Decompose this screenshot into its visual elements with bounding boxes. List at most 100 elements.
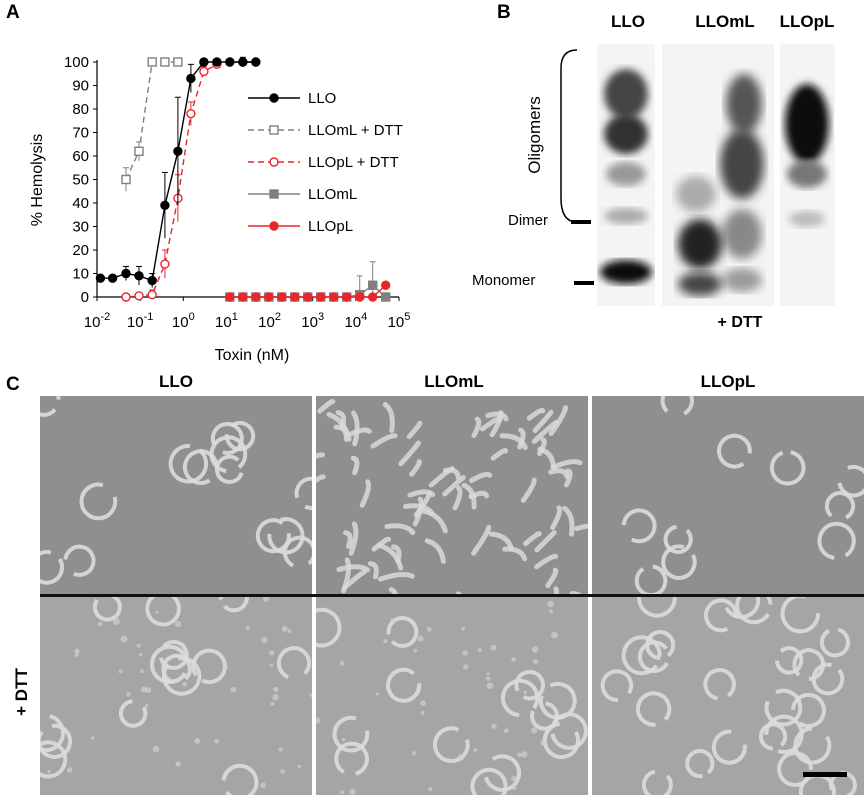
pore-ring [40, 714, 65, 753]
debris-particle [97, 621, 103, 627]
chart-series-layer [95, 56, 391, 302]
pore-ring [40, 740, 68, 779]
pore-arc [348, 521, 359, 556]
pore-ring [432, 726, 470, 764]
legend-entry: LLO [248, 90, 336, 107]
data-point [134, 271, 144, 281]
pore-ring [386, 616, 419, 648]
em-image-llomL [316, 396, 588, 594]
pore-arc [517, 427, 526, 450]
debris-particle [66, 767, 73, 773]
pore-arc [461, 482, 477, 510]
legend-marker [269, 125, 279, 135]
y-tick-label: 50 [72, 172, 89, 189]
debris-particle [349, 788, 356, 795]
monomer-label: Monomer [472, 272, 536, 289]
debris-particle [175, 761, 181, 767]
pore-ring [221, 763, 259, 795]
pore-arc [351, 410, 360, 447]
debris-particle [287, 629, 292, 633]
debris-particle [269, 650, 275, 656]
pore-ring [764, 688, 803, 727]
blot-bands-llo [600, 69, 652, 284]
debris-particle [278, 747, 283, 752]
pore-arc [409, 459, 422, 477]
pore-ring [218, 597, 249, 613]
legend-marker [269, 93, 279, 103]
pore-ring [685, 749, 715, 779]
legend-label: LLOpL [308, 218, 353, 235]
data-point [355, 292, 365, 302]
pore-arc [499, 433, 528, 450]
em-row-divider [40, 594, 864, 597]
data-point [251, 292, 261, 302]
pore-arc [406, 420, 423, 440]
pore-ring [660, 396, 694, 416]
pore-arc [407, 489, 436, 498]
debris-particle [113, 618, 120, 625]
data-point [134, 146, 144, 157]
em-image-llopl-dtt [592, 597, 864, 795]
oligomers-label: Oligomers [525, 96, 544, 174]
debris-particle [521, 751, 528, 758]
blot-bands-llopl [785, 84, 829, 227]
series-llopl [225, 280, 391, 302]
legend-entry: LLOmL [248, 186, 357, 203]
pore-ring [332, 715, 370, 753]
pore-ring [793, 726, 832, 765]
debris-particle [461, 626, 466, 631]
pore-arc [471, 524, 492, 556]
legend-entry: LLOpL [248, 218, 353, 235]
monomer-marker [574, 281, 594, 285]
pore-ring [386, 667, 422, 703]
debris-particle [540, 739, 547, 746]
pore-ring [255, 518, 291, 554]
data-point [173, 57, 183, 67]
data-point [147, 289, 157, 300]
data-point [212, 57, 222, 67]
pore-arc [371, 536, 391, 552]
pore-ring [118, 699, 148, 728]
debris-particle [462, 664, 469, 670]
pore-ring [150, 644, 188, 684]
pore-arc [340, 557, 352, 594]
debris-particle [547, 600, 555, 608]
pore-ring [817, 521, 856, 560]
debris-particle [214, 738, 220, 744]
debris-particle [473, 748, 478, 752]
pore-ring [168, 444, 208, 484]
debris-particle [126, 692, 131, 697]
debris-particle [511, 775, 517, 782]
pore-arc [545, 567, 559, 589]
pore-arc [532, 409, 554, 433]
debris-particle [420, 700, 426, 707]
pore-ring [550, 712, 588, 750]
pore-ring [642, 769, 673, 795]
pore-arc [469, 471, 493, 484]
debris-particle [270, 701, 275, 706]
pore-ring [645, 630, 676, 661]
debris-particle [152, 745, 160, 753]
debris-particle [120, 635, 128, 643]
pore-arc [359, 479, 372, 508]
pore-ring [819, 627, 851, 658]
blot-lane-title-llo: LLO [611, 12, 645, 31]
pore-arc [370, 433, 398, 449]
debris-particle [260, 782, 267, 789]
debris-particle [550, 631, 558, 639]
pore-arc [316, 452, 325, 459]
debris-particle [138, 652, 143, 657]
x-tick-label: 10-1 [127, 311, 153, 331]
debris-particle [426, 626, 432, 632]
debris-particle [281, 625, 288, 632]
data-point [134, 291, 144, 301]
pore-arc [388, 587, 399, 594]
em-row-label-dtt: + DTT [12, 668, 31, 716]
blot-lane-title-llopl: LLOpL [779, 12, 835, 31]
legend-entry: LLOpL + DTT [248, 154, 399, 171]
debris-particle [341, 738, 346, 742]
series-llo [95, 56, 261, 288]
data-point [316, 292, 326, 302]
debris-particle [145, 703, 149, 708]
pore-ring [484, 754, 522, 792]
